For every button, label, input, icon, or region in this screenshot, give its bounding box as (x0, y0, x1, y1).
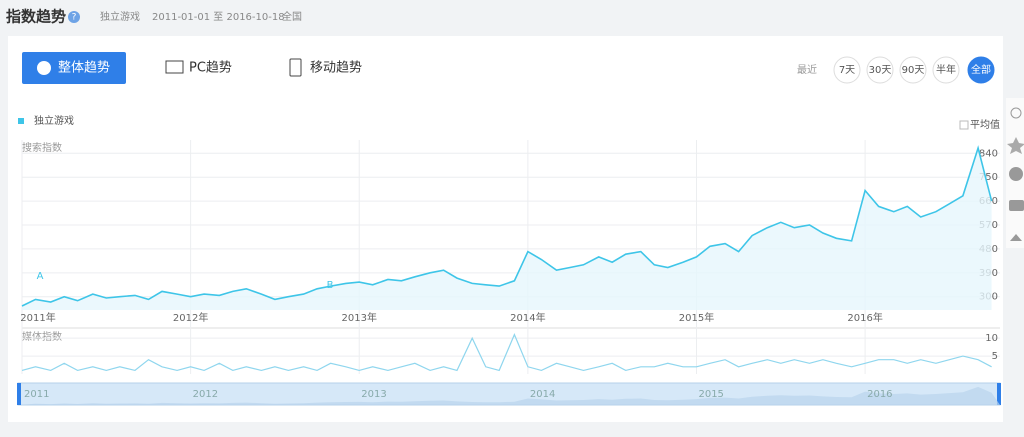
y-tick-label: 840 (979, 148, 998, 159)
mobile-icon (289, 58, 302, 77)
range-option[interactable]: 全部 (971, 63, 991, 76)
keyword: 独立游戏 (100, 10, 140, 23)
y-tick-label: 5 (992, 351, 998, 362)
tab[interactable]: 移动趋势 (310, 60, 362, 76)
star-icon[interactable] (1007, 137, 1024, 154)
navigator-label: 2015 (698, 389, 723, 400)
region: 全国 (282, 10, 302, 23)
navigator-area (22, 386, 1000, 405)
navigator-label: 2013 (361, 389, 386, 400)
pie-icon (37, 61, 51, 75)
avg-toggle[interactable]: 平均值 (970, 118, 1000, 131)
tab[interactable]: PC趋势 (189, 60, 232, 76)
range-button[interactable] (932, 56, 960, 84)
range-button[interactable] (899, 56, 927, 84)
tab[interactable]: 整体趋势 (58, 60, 110, 76)
title: 指数趋势 (6, 8, 66, 26)
x-tick-label: 2014年 (510, 311, 545, 324)
x-tick-label: 2011年 (20, 311, 55, 324)
annotation: A (37, 271, 44, 282)
x-tick-label: 2015年 (679, 311, 714, 324)
x-tick-label: 2013年 (342, 311, 377, 324)
x-tick-label: 2016年 (847, 311, 882, 324)
x-tick-label: 2012年 (173, 311, 208, 324)
help-icon[interactable] (1009, 167, 1023, 181)
nav-handle[interactable] (17, 383, 21, 405)
range-option[interactable]: 90天 (902, 65, 925, 76)
range-option[interactable]: 7天 (839, 65, 855, 76)
y-tick-label: 750 (979, 172, 998, 183)
legend-swatch (18, 118, 24, 124)
range-button[interactable] (967, 56, 995, 84)
checkbox[interactable] (959, 120, 969, 130)
chat-icon[interactable] (1009, 200, 1024, 211)
navigator-label: 2016 (867, 389, 892, 400)
annotation: B (327, 280, 334, 291)
help-q: ? (72, 13, 77, 23)
range-label: 最近 (797, 63, 817, 76)
y-label: 媒体指数 (22, 330, 62, 343)
side-toolbar (1006, 98, 1024, 248)
share-icon[interactable] (1010, 107, 1022, 119)
y-tick-label: 10 (985, 333, 998, 344)
area (22, 148, 992, 310)
range-option[interactable]: 半年 (936, 63, 956, 76)
series-line (21, 145, 993, 307)
help-icon[interactable] (68, 11, 80, 23)
pc-icon (165, 60, 184, 74)
y-label: 搜索指数 (22, 141, 62, 154)
date-range: 2011-01-01 至 2016-10-18 (152, 11, 285, 23)
range-option[interactable]: 30天 (869, 65, 892, 76)
navigator-label: 2012 (193, 389, 218, 400)
legend-label[interactable]: 独立游戏 (34, 114, 74, 127)
nav-handle[interactable] (997, 383, 1001, 405)
range-button[interactable] (833, 56, 861, 84)
top-icon[interactable] (1010, 234, 1022, 241)
range-button[interactable] (866, 56, 894, 84)
tab-active[interactable] (22, 52, 126, 84)
navigator-label: 2011 (24, 389, 49, 400)
series-line (21, 333, 992, 372)
panel (8, 36, 1003, 422)
navigator-label: 2014 (530, 389, 555, 400)
